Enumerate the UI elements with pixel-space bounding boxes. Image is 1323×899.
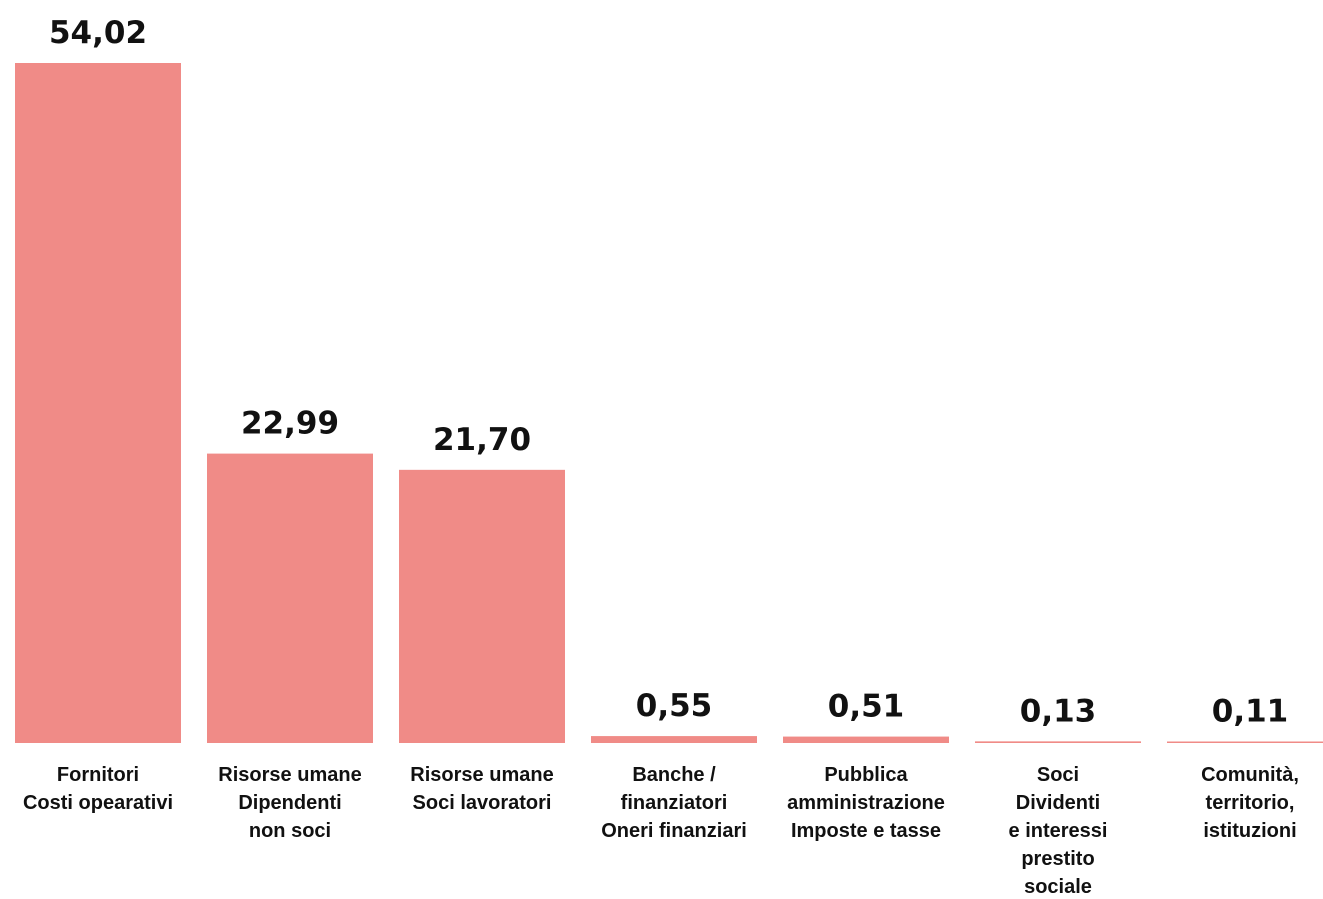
category-label-line: Soci xyxy=(1037,764,1079,786)
category-label-5: Soci Dividenti e interessi prestito sociale xyxy=(1009,764,1108,898)
category-label-line: Dividenti xyxy=(1016,792,1100,814)
bar-0 xyxy=(15,63,181,743)
category-label-line: Comunità, xyxy=(1201,764,1299,786)
category-label-1: Risorse umane Dipendenti non soci xyxy=(218,764,361,842)
bar-3 xyxy=(591,736,757,743)
category-label-line: Risorse umane xyxy=(218,764,361,786)
category-label-line: Fornitori xyxy=(57,764,139,786)
category-label-line: Imposte e tasse xyxy=(791,820,941,842)
value-label-3: 0,55 xyxy=(636,688,713,724)
category-label-0: Fornitori Costi opearativi xyxy=(23,764,173,814)
bar-6 xyxy=(1167,741,1323,743)
category-label-line: Oneri finanziari xyxy=(601,820,747,842)
bar-1 xyxy=(207,453,373,743)
bars-group xyxy=(15,63,1323,743)
value-label-5: 0,13 xyxy=(1020,693,1097,729)
category-label-line: Costi opearativi xyxy=(23,792,173,814)
value-label-1: 22,99 xyxy=(241,406,339,442)
category-label-4: Pubblica amministrazione Imposte e tasse xyxy=(787,764,945,842)
value-labels-group: 54,02 22,99 21,70 0,55 0,51 0,13 0,11 xyxy=(49,15,1288,730)
category-label-3: Banche / finanziatori Oneri finanziari xyxy=(601,764,747,842)
category-label-line: e interessi xyxy=(1009,820,1108,842)
category-label-2: Risorse umane Soci lavoratori xyxy=(410,764,553,814)
category-label-line: non soci xyxy=(249,820,331,842)
bar-2 xyxy=(399,469,565,743)
category-label-line: Risorse umane xyxy=(410,764,553,786)
value-label-2: 21,70 xyxy=(433,422,531,458)
category-label-line: prestito xyxy=(1021,848,1094,870)
category-label-line: istituzioni xyxy=(1203,820,1296,842)
category-label-line: territorio, xyxy=(1206,792,1295,814)
bar-5 xyxy=(975,741,1141,743)
bar-4 xyxy=(783,736,949,743)
category-label-line: amministrazione xyxy=(787,792,945,814)
category-label-line: Pubblica xyxy=(824,764,908,786)
value-label-6: 0,11 xyxy=(1212,694,1289,730)
category-label-line: Dipendenti xyxy=(238,792,341,814)
category-label-line: sociale xyxy=(1024,876,1092,898)
category-labels-group: Fornitori Costi opearativi Risorse umane Di… xyxy=(23,764,1299,898)
category-label-line: finanziatori xyxy=(621,792,728,814)
value-label-0: 54,02 xyxy=(49,15,147,51)
category-label-line: Soci lavoratori xyxy=(413,792,552,814)
value-label-4: 0,51 xyxy=(828,689,905,725)
category-label-line: Banche / xyxy=(632,764,716,786)
category-label-6: Comunità, territorio, istituzioni xyxy=(1201,764,1299,842)
